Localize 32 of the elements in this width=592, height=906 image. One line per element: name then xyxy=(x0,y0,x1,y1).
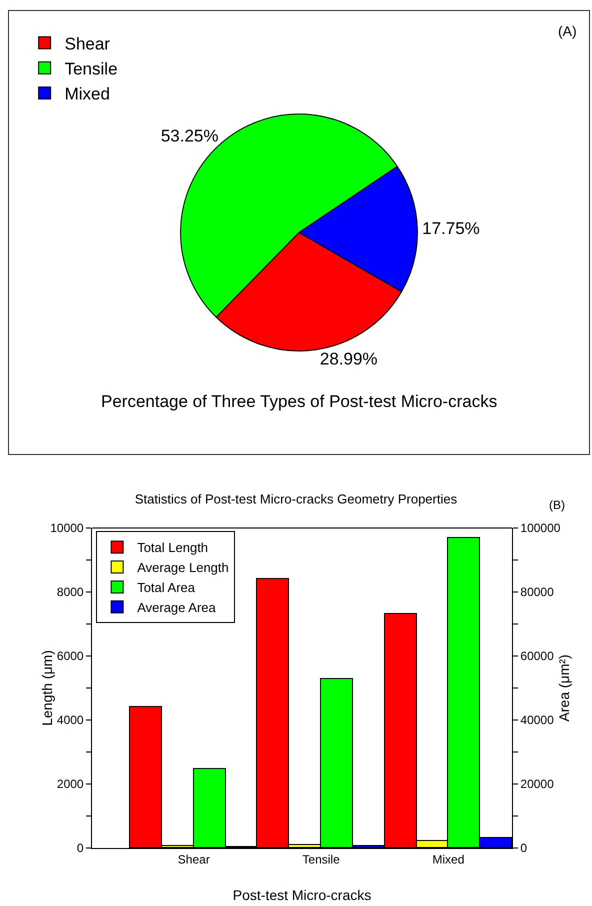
legend-label: Total Length xyxy=(137,540,208,556)
y-axis-title: Length (μm) xyxy=(38,650,55,726)
y2-tick-label: 0 xyxy=(520,841,528,856)
y-tick-label: 4000 xyxy=(56,713,84,728)
data-label: 28.99% xyxy=(320,350,378,369)
text: (B) xyxy=(549,498,565,512)
text: Percentage of Three Types of Post-test Micro-cracks xyxy=(101,392,498,411)
text: (A) xyxy=(558,23,577,39)
x-tick-label: Mixed xyxy=(432,852,464,866)
y2-tick-label: 40000 xyxy=(520,713,554,728)
y2-tick-label: 60000 xyxy=(520,649,554,664)
legend-label: Average Length xyxy=(137,560,229,576)
legend-label: Average Area xyxy=(137,600,217,615)
y2-tick-label: 80000 xyxy=(520,585,554,600)
y-tick-label: 8000 xyxy=(56,585,84,600)
y2-tick-label: 20000 xyxy=(520,777,554,792)
data-label: 53.25% xyxy=(160,126,218,146)
y-tick-label: 10000 xyxy=(50,521,84,536)
x-tick-label: Tensile xyxy=(302,852,340,866)
y-tick-label: 6000 xyxy=(56,649,84,664)
data-label: 17.75% xyxy=(422,218,480,238)
y-tick-label: 2000 xyxy=(56,777,84,792)
chart-title: Statistics of Post-test Micro-cracks Geometry Properties xyxy=(134,491,458,506)
x-tick-label: Shear xyxy=(178,852,210,866)
y-tick-label: 0 xyxy=(76,841,84,856)
legend-label: Shear xyxy=(64,34,110,54)
y2-tick-label: 100000 xyxy=(520,521,561,536)
x-axis-title: Post-test Micro-cracks xyxy=(232,887,372,903)
legend-label: Total Area xyxy=(137,580,196,596)
y2-axis-title: Area (μm²) xyxy=(556,654,572,722)
legend-label: Tensile xyxy=(64,60,118,79)
legend-label: Mixed xyxy=(64,84,110,104)
